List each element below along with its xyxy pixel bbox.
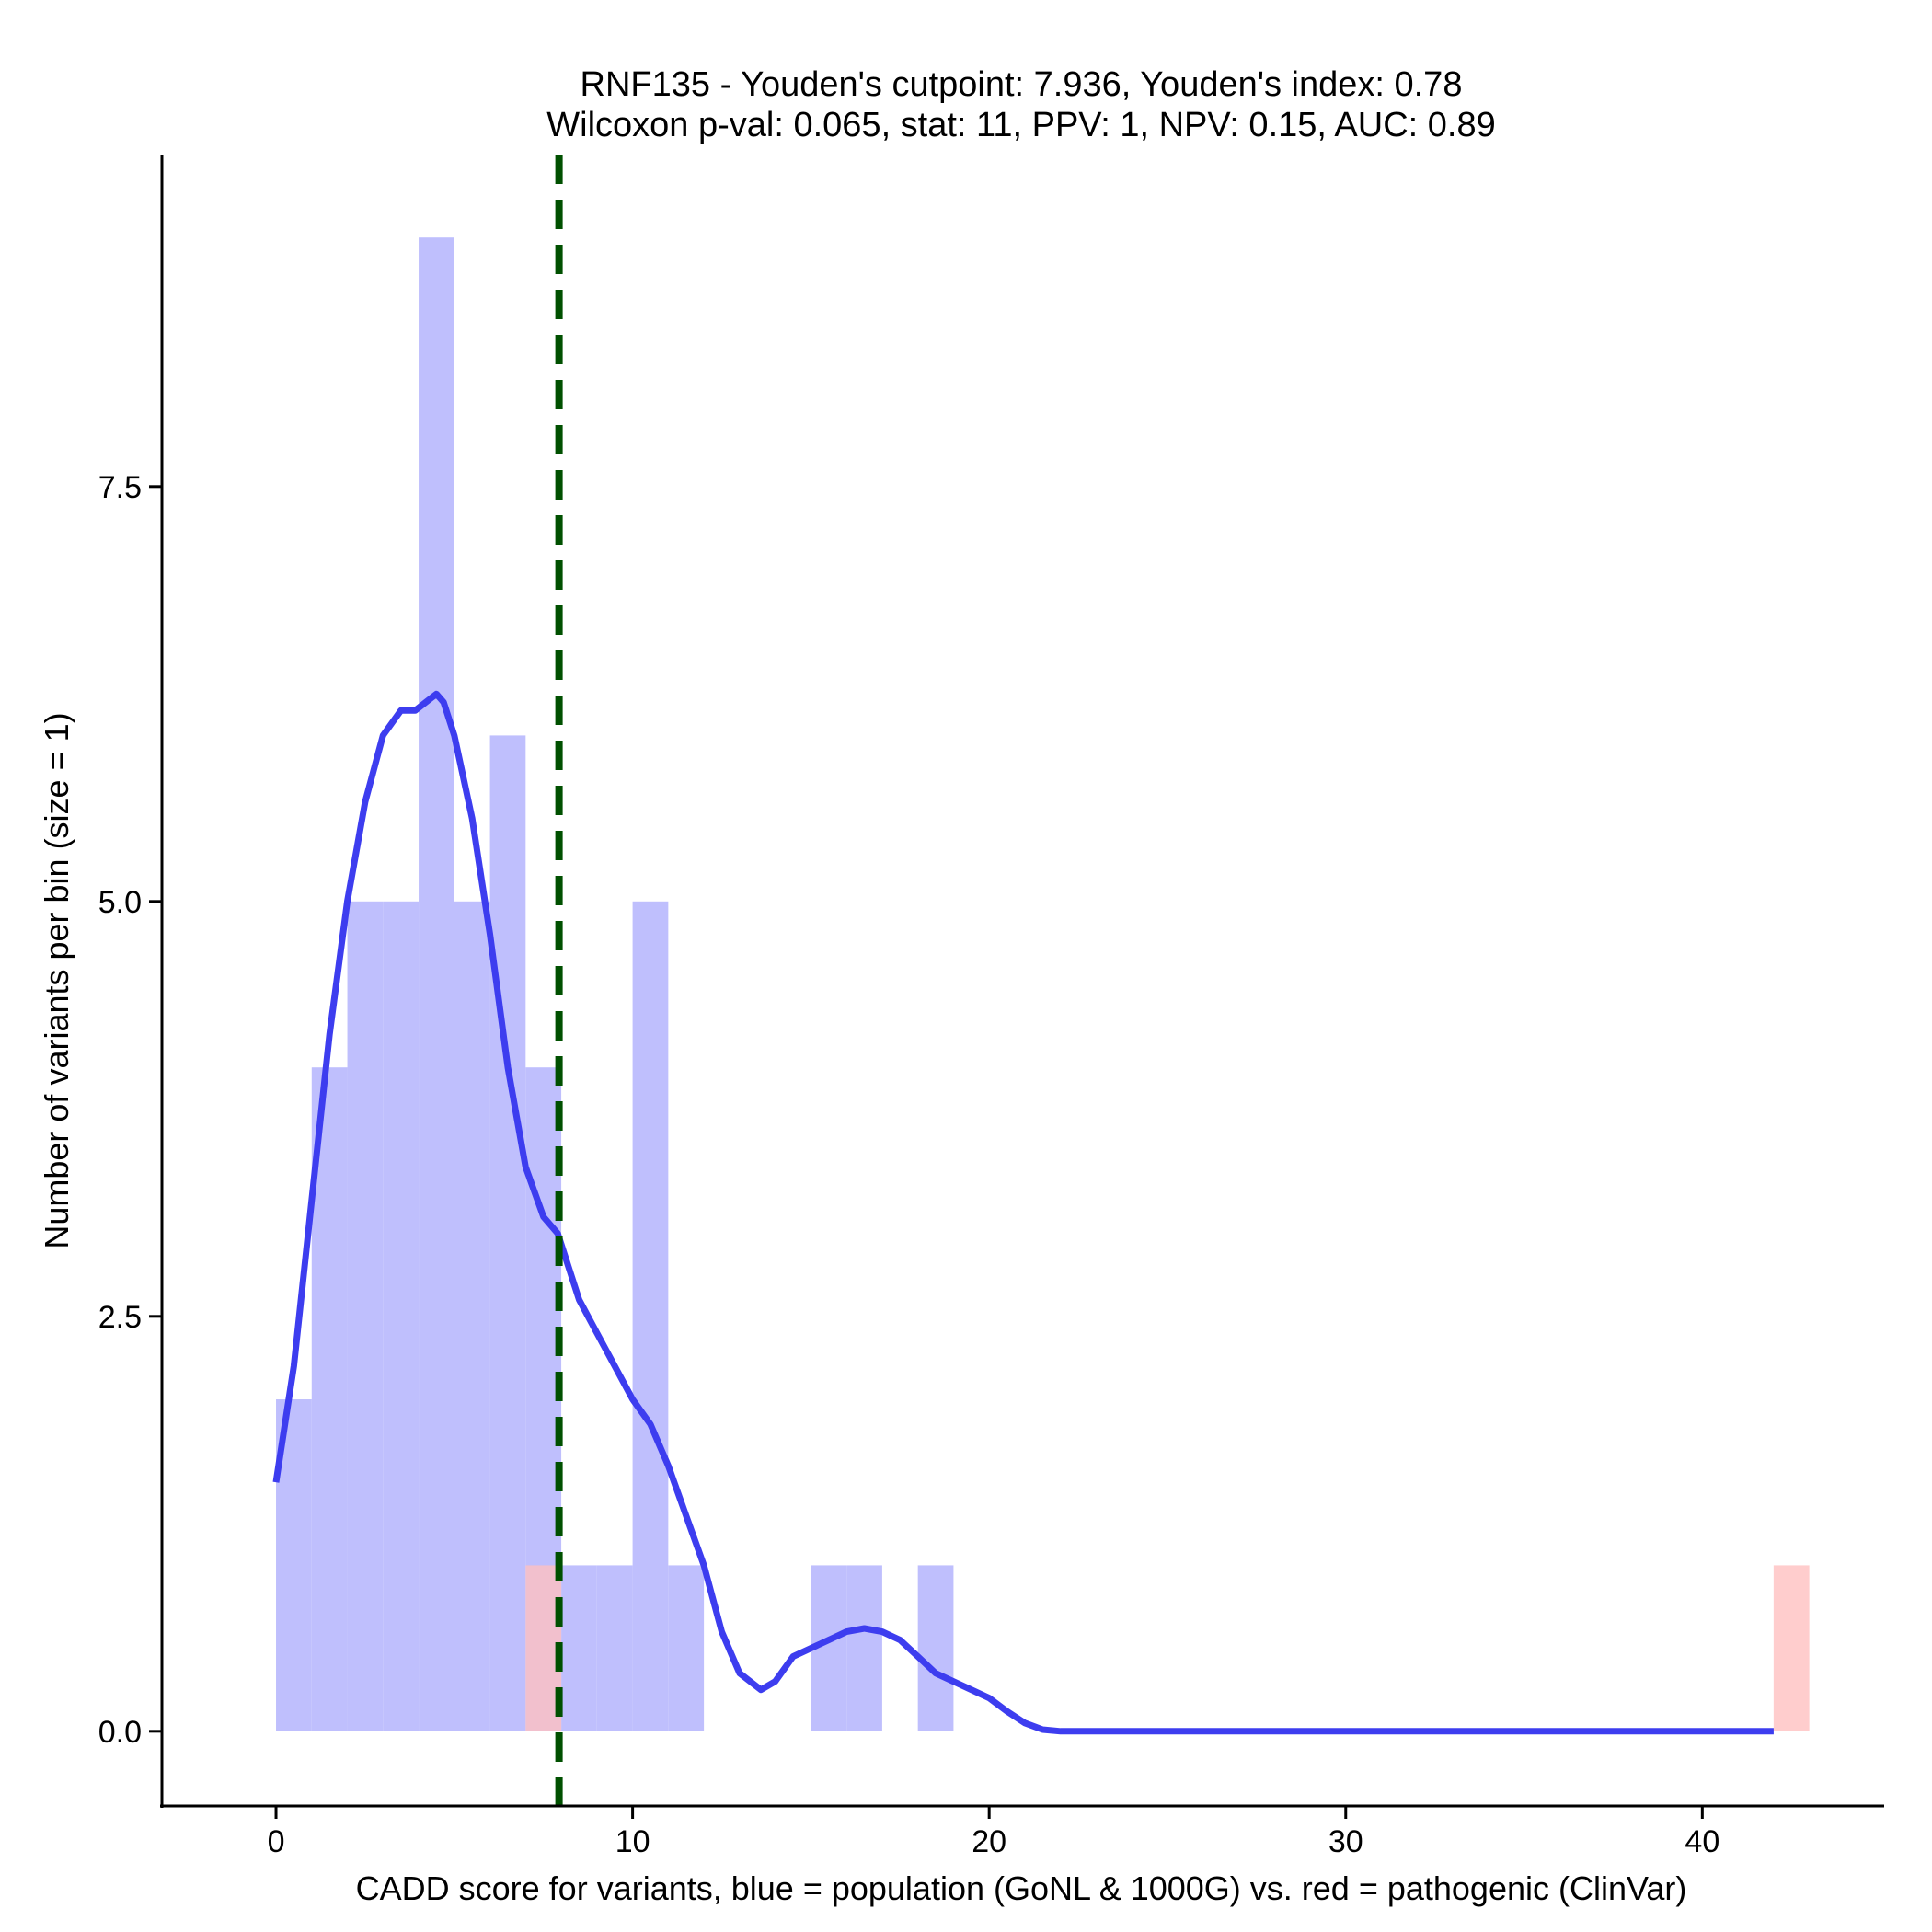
y-tick-label: 0.0 — [98, 1715, 142, 1750]
pathogenic-bars — [525, 1565, 1810, 1731]
y-tick-label: 2.5 — [98, 1300, 142, 1335]
population-bar — [419, 237, 454, 1731]
y-tick-label: 7.5 — [98, 470, 142, 505]
plot-area — [272, 155, 1810, 1806]
population-bar — [383, 901, 420, 1731]
density-curve — [272, 690, 1774, 1735]
chart-title: RNF135 - Youden's cutpoint: 7.936, Youde… — [581, 65, 1463, 104]
population-bar — [596, 1565, 633, 1731]
population-bars — [276, 237, 954, 1731]
y-axis-title: Number of variants per bin (size = 1) — [38, 712, 75, 1248]
population-bar — [632, 901, 669, 1731]
population-bar — [668, 1565, 705, 1731]
x-tick-label: 20 — [972, 1824, 1006, 1859]
population-bar — [311, 1067, 348, 1731]
x-tick-label: 30 — [1328, 1824, 1363, 1859]
population-bar — [454, 901, 490, 1731]
pathogenic-bar — [1773, 1565, 1810, 1731]
chart-subtitle: Wilcoxon p-val: 0.065, stat: 11, PPV: 1,… — [546, 106, 1495, 144]
x-tick-label: 40 — [1685, 1824, 1719, 1859]
axes: 0 10 20 30 40 0.0 2.5 5.0 7.5 — [98, 155, 1884, 1859]
x-tick-label: 0 — [268, 1824, 285, 1859]
y-axis-ticks: 0.0 2.5 5.0 7.5 — [98, 470, 162, 1750]
population-bar — [347, 901, 384, 1731]
x-axis-title: CADD score for variants, blue = populati… — [356, 1869, 1687, 1907]
x-tick-label: 10 — [615, 1824, 650, 1859]
population-bar — [846, 1565, 882, 1731]
y-tick-label: 5.0 — [98, 885, 142, 920]
population-bar — [917, 1565, 954, 1731]
population-bar — [561, 1565, 597, 1731]
population-bar — [489, 735, 526, 1731]
x-axis-ticks: 0 10 20 30 40 — [268, 1806, 1719, 1859]
